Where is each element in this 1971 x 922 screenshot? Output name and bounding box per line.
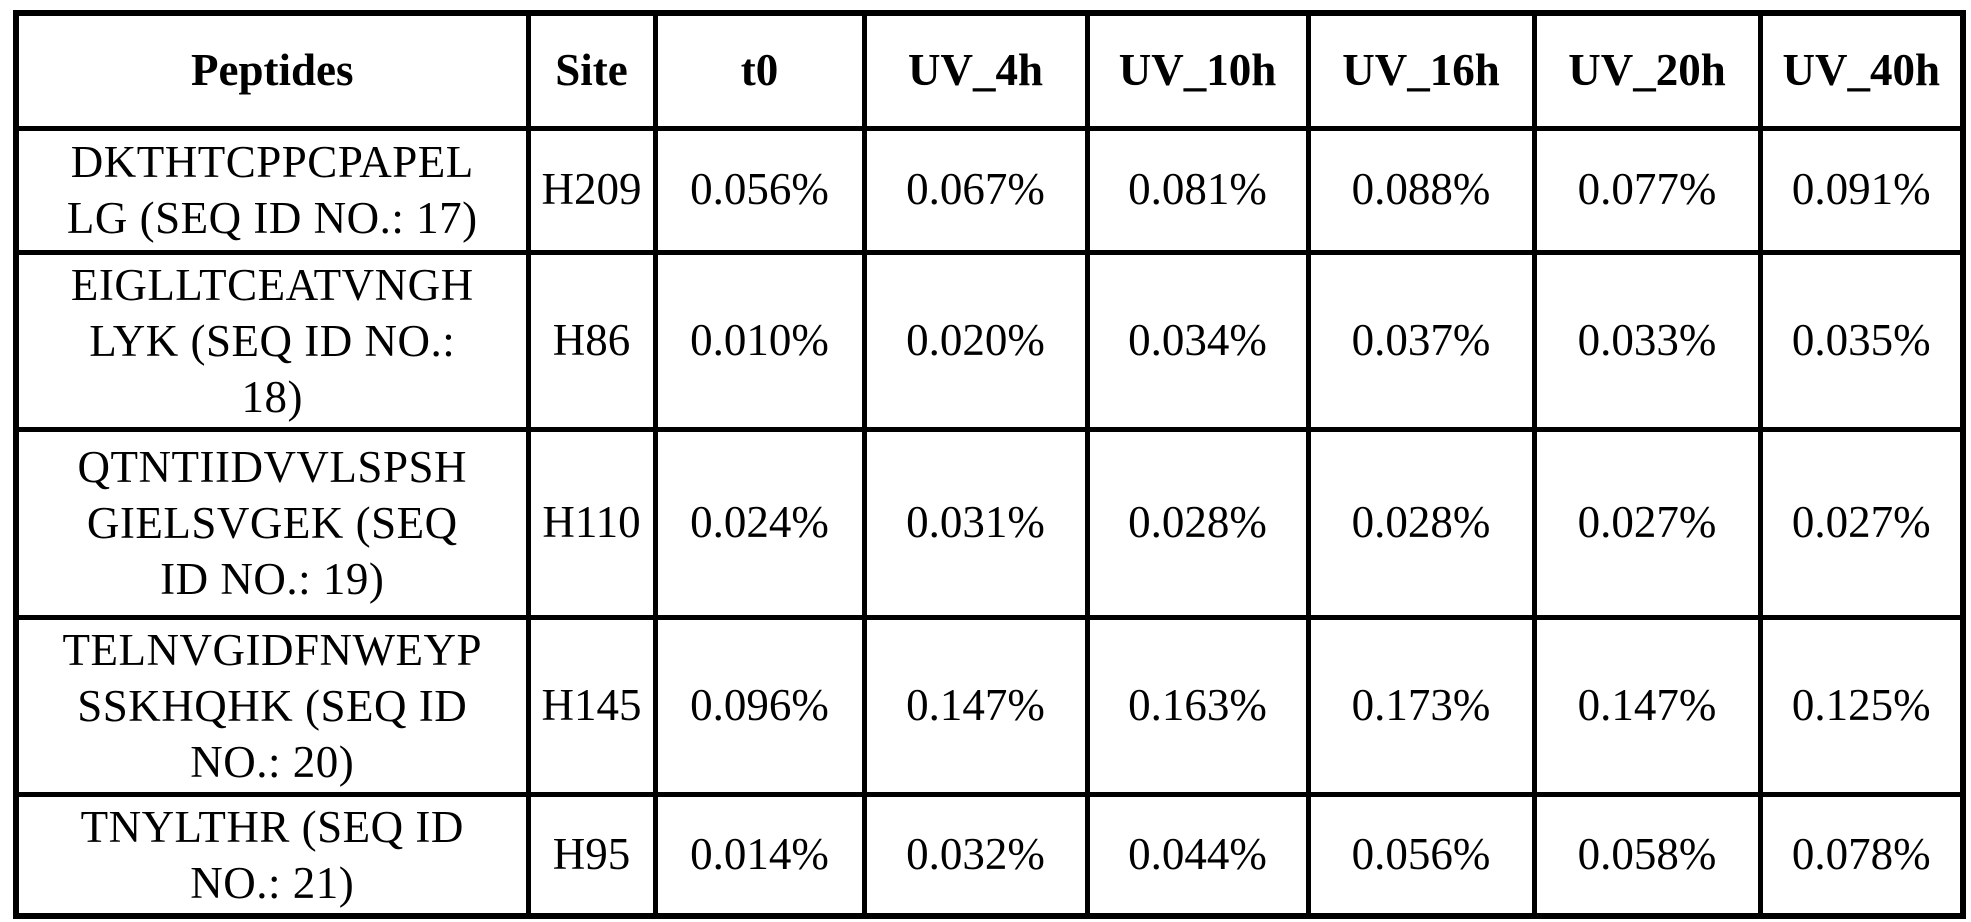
column-header-t0: t0 xyxy=(652,10,867,131)
site-cell: H86 xyxy=(525,249,658,432)
column-header-uv20h: UV_20h xyxy=(1531,10,1763,131)
value-cell-uv4h: 0.020% xyxy=(861,249,1090,432)
value-cell-uv40h: 0.035% xyxy=(1757,249,1966,432)
site-cell: H95 xyxy=(525,791,658,919)
value-cell-uv16h: 0.173% xyxy=(1305,614,1537,797)
value-cell-uv10h: 0.044% xyxy=(1084,791,1311,919)
value-cell-uv10h: 0.028% xyxy=(1084,426,1311,620)
value-cell-uv10h: 0.034% xyxy=(1084,249,1311,432)
table-row: QTNTIIDVVLSPSH GIELSVGEK (SEQ ID NO.: 19… xyxy=(13,426,1966,620)
value-cell-uv16h: 0.056% xyxy=(1305,791,1537,919)
site-cell: H209 xyxy=(525,125,658,255)
value-cell-uv16h: 0.037% xyxy=(1305,249,1537,432)
value-cell-uv40h: 0.125% xyxy=(1757,614,1966,797)
column-header-uv16h: UV_16h xyxy=(1305,10,1537,131)
column-header-uv10h: UV_10h xyxy=(1084,10,1311,131)
value-cell-t0: 0.010% xyxy=(652,249,867,432)
peptide-cell: EIGLLTCEATVNGH LYK (SEQ ID NO.: 18) xyxy=(13,249,531,432)
table-row: TELNVGIDFNWEYP SSKHQHK (SEQ ID NO.: 20) … xyxy=(13,614,1966,797)
value-cell-uv10h: 0.163% xyxy=(1084,614,1311,797)
peptide-cell: DKTHTCPPCPAPEL LG (SEQ ID NO.: 17) xyxy=(13,125,531,255)
column-header-uv4h: UV_4h xyxy=(861,10,1090,131)
header-row: Peptides Site t0 UV_4h UV_10h UV_16h UV_… xyxy=(13,10,1966,131)
table-row: DKTHTCPPCPAPEL LG (SEQ ID NO.: 17) H209 … xyxy=(13,125,1966,255)
site-cell: H110 xyxy=(525,426,658,620)
value-cell-t0: 0.056% xyxy=(652,125,867,255)
column-header-uv40h: UV_40h xyxy=(1757,10,1966,131)
value-cell-uv20h: 0.058% xyxy=(1531,791,1763,919)
value-cell-uv4h: 0.031% xyxy=(861,426,1090,620)
site-cell: H145 xyxy=(525,614,658,797)
value-cell-uv40h: 0.091% xyxy=(1757,125,1966,255)
column-header-site: Site xyxy=(525,10,658,131)
peptide-cell: TNYLTHR (SEQ ID NO.: 21) xyxy=(13,791,531,919)
value-cell-uv10h: 0.081% xyxy=(1084,125,1311,255)
value-cell-uv40h: 0.078% xyxy=(1757,791,1966,919)
value-cell-uv20h: 0.077% xyxy=(1531,125,1763,255)
table-row: EIGLLTCEATVNGH LYK (SEQ ID NO.: 18) H86 … xyxy=(13,249,1966,432)
column-header-peptides: Peptides xyxy=(13,10,531,131)
peptide-cell: TELNVGIDFNWEYP SSKHQHK (SEQ ID NO.: 20) xyxy=(13,614,531,797)
value-cell-uv20h: 0.147% xyxy=(1531,614,1763,797)
table-row: TNYLTHR (SEQ ID NO.: 21) H95 0.014% 0.03… xyxy=(13,791,1966,919)
value-cell-uv20h: 0.033% xyxy=(1531,249,1763,432)
peptide-cell: QTNTIIDVVLSPSH GIELSVGEK (SEQ ID NO.: 19… xyxy=(13,426,531,620)
peptide-uv-exposure-table: Peptides Site t0 UV_4h UV_10h UV_16h UV_… xyxy=(13,10,1966,919)
value-cell-t0: 0.024% xyxy=(652,426,867,620)
value-cell-t0: 0.096% xyxy=(652,614,867,797)
value-cell-uv16h: 0.088% xyxy=(1305,125,1537,255)
value-cell-uv4h: 0.067% xyxy=(861,125,1090,255)
value-cell-uv4h: 0.147% xyxy=(861,614,1090,797)
value-cell-uv40h: 0.027% xyxy=(1757,426,1966,620)
value-cell-uv4h: 0.032% xyxy=(861,791,1090,919)
value-cell-uv20h: 0.027% xyxy=(1531,426,1763,620)
value-cell-uv16h: 0.028% xyxy=(1305,426,1537,620)
value-cell-t0: 0.014% xyxy=(652,791,867,919)
